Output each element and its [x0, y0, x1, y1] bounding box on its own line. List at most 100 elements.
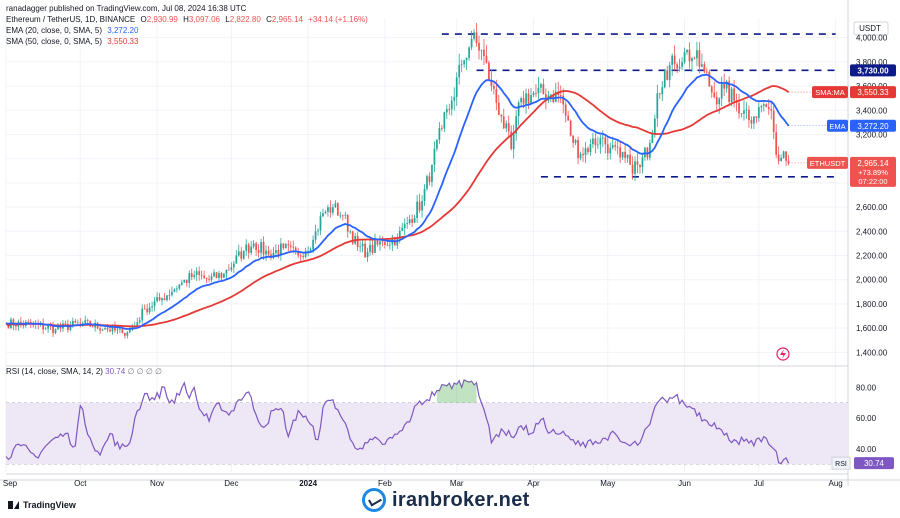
candle[interactable] — [579, 153, 582, 159]
candle[interactable] — [230, 267, 233, 270]
candle[interactable] — [166, 295, 168, 301]
candle[interactable] — [651, 133, 654, 143]
candle[interactable] — [572, 135, 574, 143]
candle[interactable] — [597, 144, 599, 146]
candle[interactable] — [210, 276, 213, 280]
candle[interactable] — [520, 98, 522, 103]
candle[interactable] — [530, 95, 532, 104]
candle[interactable] — [275, 250, 277, 253]
time-axis[interactable]: Sep Oct Nov Dec 2024 Feb Mar Apr May Jun Jul Aug — [3, 479, 843, 488]
candle[interactable] — [32, 324, 35, 326]
candle[interactable] — [629, 154, 631, 165]
candle[interactable] — [554, 91, 557, 102]
candle[interactable] — [27, 321, 30, 323]
candle[interactable] — [777, 154, 780, 162]
candle[interactable] — [723, 83, 726, 89]
candle[interactable] — [468, 47, 470, 58]
candle[interactable] — [76, 322, 79, 324]
candle[interactable] — [492, 86, 495, 89]
candle[interactable] — [480, 49, 483, 51]
candle[interactable] — [242, 250, 245, 259]
candle[interactable] — [369, 244, 371, 252]
candle[interactable] — [780, 157, 783, 162]
candle[interactable] — [698, 50, 701, 67]
candle[interactable] — [208, 278, 210, 280]
candle[interactable] — [465, 57, 468, 61]
candle[interactable] — [260, 242, 262, 253]
symbol-line[interactable]: Ethereum / TetherUS, 1D, BINANCE O2,930.… — [6, 14, 368, 25]
candle[interactable] — [636, 161, 639, 165]
candle[interactable] — [359, 246, 362, 248]
candle[interactable] — [156, 297, 158, 302]
rsi-line[interactable] — [5, 379, 790, 465]
candle[interactable] — [138, 320, 141, 323]
candle[interactable] — [671, 55, 674, 65]
candle[interactable] — [624, 151, 626, 158]
candle[interactable] — [701, 64, 703, 67]
candle[interactable] — [772, 110, 775, 133]
candle[interactable] — [163, 298, 166, 301]
candle[interactable] — [403, 223, 406, 228]
candle[interactable] — [173, 289, 176, 293]
candle[interactable] — [289, 245, 292, 247]
candle[interactable] — [703, 64, 706, 72]
candle[interactable] — [262, 242, 265, 255]
candle[interactable] — [180, 282, 183, 285]
candle[interactable] — [512, 133, 515, 150]
candle[interactable] — [116, 329, 119, 331]
candle[interactable] — [718, 98, 721, 105]
candle[interactable] — [730, 88, 733, 102]
candle[interactable] — [527, 93, 530, 104]
candle[interactable] — [418, 201, 421, 211]
candle[interactable] — [302, 255, 305, 257]
candle[interactable] — [715, 96, 718, 105]
rsi-axis[interactable]: 40.00 60.00 80.00 30.74 RSI — [831, 383, 894, 470]
candle[interactable] — [101, 329, 104, 331]
candle[interactable] — [485, 56, 488, 63]
candle[interactable] — [475, 32, 478, 43]
candle[interactable] — [161, 298, 163, 301]
currency-label[interactable]: USDT — [859, 24, 881, 33]
candle[interactable] — [15, 325, 17, 327]
candle[interactable] — [277, 250, 280, 256]
candle[interactable] — [500, 114, 503, 117]
candle[interactable] — [272, 252, 275, 259]
candle[interactable] — [658, 93, 661, 95]
candle[interactable] — [324, 211, 327, 214]
candle[interactable] — [755, 116, 758, 118]
candle[interactable] — [396, 238, 399, 246]
candle[interactable] — [713, 92, 716, 97]
candle[interactable] — [287, 244, 290, 246]
candle[interactable] — [609, 147, 612, 154]
candle[interactable] — [505, 123, 508, 129]
candle[interactable] — [681, 62, 683, 67]
candle[interactable] — [91, 326, 94, 328]
candle[interactable] — [252, 243, 255, 247]
candle[interactable] — [349, 231, 352, 233]
lightning-icon[interactable] — [776, 347, 790, 361]
candle[interactable] — [532, 92, 535, 96]
candle[interactable] — [453, 96, 456, 101]
candle[interactable] — [74, 320, 77, 323]
candle[interactable] — [426, 176, 428, 189]
candle[interactable] — [64, 323, 67, 325]
candle[interactable] — [542, 84, 545, 95]
candle[interactable] — [502, 116, 505, 129]
candle[interactable] — [193, 274, 196, 278]
candle[interactable] — [696, 50, 698, 59]
candle[interactable] — [639, 164, 641, 168]
candle[interactable] — [119, 328, 121, 330]
candle[interactable] — [176, 288, 178, 290]
candle[interactable] — [334, 203, 337, 208]
candle[interactable] — [743, 110, 745, 114]
candle[interactable] — [611, 145, 614, 148]
candle[interactable] — [148, 307, 151, 313]
candle[interactable] — [634, 161, 636, 174]
candle[interactable] — [168, 294, 171, 296]
candle[interactable] — [126, 332, 129, 336]
candle[interactable] — [488, 62, 490, 81]
candle[interactable] — [582, 153, 584, 156]
candle[interactable] — [81, 322, 84, 324]
candle[interactable] — [406, 223, 409, 224]
candle[interactable] — [309, 249, 312, 251]
